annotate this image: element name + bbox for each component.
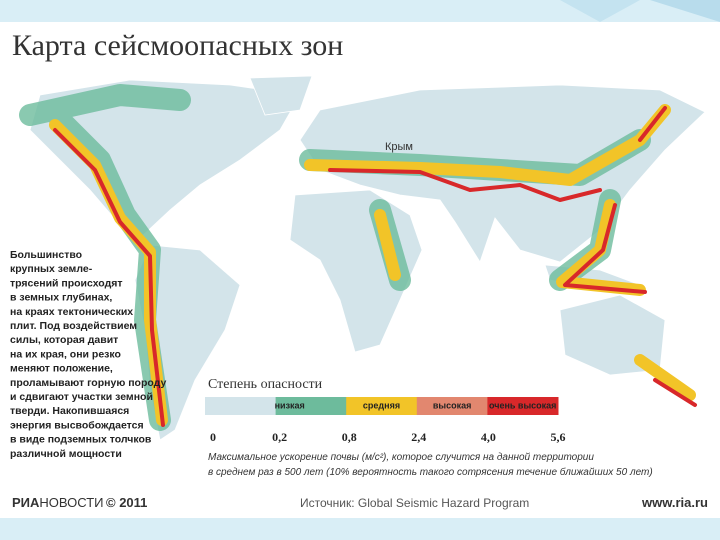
legend-note: Максимальное ускорение почвы (м/с²), кот…	[208, 452, 594, 463]
sidebar-line: различной мощности	[10, 448, 122, 460]
legend-tick-label: 0,2	[272, 430, 287, 444]
sidebar-line: крупных земле-	[10, 263, 93, 275]
place-label: Крым	[385, 141, 413, 153]
sidebar-line: проламывают горную породу	[10, 377, 166, 389]
sidebar: Большинство крупных земле-трясений происх…	[10, 249, 166, 460]
brand: РИАНОВОСТИ	[12, 495, 104, 510]
sidebar-line: в виде подземных толчков	[10, 434, 152, 446]
sidebar-line: плит. Под воздействием	[10, 320, 137, 332]
legend-level-label: высокая	[433, 400, 471, 410]
north-america	[29, 79, 301, 239]
legend-level-label: средняя	[363, 400, 400, 410]
legend-tick-label: 2,4	[411, 430, 426, 444]
legend: Степень опасности низкая средняя высокая оч…	[205, 377, 653, 478]
legend-level-label: очень высокая	[489, 400, 556, 410]
title: Карта сейсмоопасных зон	[12, 29, 343, 62]
sidebar-line: силы, которая давит	[10, 334, 118, 346]
sidebar-line: на их края, они резко	[10, 348, 121, 360]
legend-note: в среднем раз в 500 лет (10% вероятность…	[208, 466, 653, 478]
source: Источник: Global Seismic Hazard Program	[300, 496, 529, 510]
sidebar-line: в земных глубинах,	[10, 292, 112, 304]
greenland	[249, 75, 313, 116]
sidebar-line: и сдвигают участки земной	[10, 391, 153, 403]
legend-swatch	[416, 397, 488, 415]
belt-yellow	[49, 104, 696, 426]
site[interactable]: www.ria.ru	[641, 495, 708, 510]
legend-tick-label: 0,8	[342, 430, 357, 444]
legend-swatch	[487, 397, 559, 415]
legend-tick-label: 5,6	[551, 430, 566, 444]
sidebar-line: Большинство	[10, 249, 82, 261]
sidebar-line: энергия высвобождается	[10, 419, 144, 431]
footer: РИАНОВОСТИ © 2011 Источник: Global Seism…	[12, 495, 708, 510]
bottom-band	[0, 518, 720, 540]
sidebar-line: трясений происходят	[10, 277, 123, 289]
decor	[650, 0, 720, 22]
world-map: Крым	[19, 75, 706, 441]
belt-red	[53, 106, 697, 427]
sidebar-line: на краях тектонических	[10, 306, 133, 318]
year: © 2011	[106, 495, 147, 510]
sidebar-line: меняют положение,	[10, 363, 113, 375]
brand-bold: РИА	[12, 495, 40, 510]
legend-swatch	[275, 397, 347, 415]
legend-level-label: низкая	[275, 400, 305, 410]
legend-tick-label: 4,0	[481, 430, 496, 444]
legend-swatch	[205, 397, 277, 415]
legend-title: Степень опасности	[208, 377, 323, 392]
brand-rest: НОВОСТИ	[39, 495, 103, 510]
legend-tick-label: 0	[210, 430, 216, 444]
decor	[560, 0, 640, 22]
sidebar-line: тверди. Накопившаяся	[10, 405, 129, 417]
legend-swatch	[346, 397, 418, 415]
top-band	[0, 0, 720, 22]
